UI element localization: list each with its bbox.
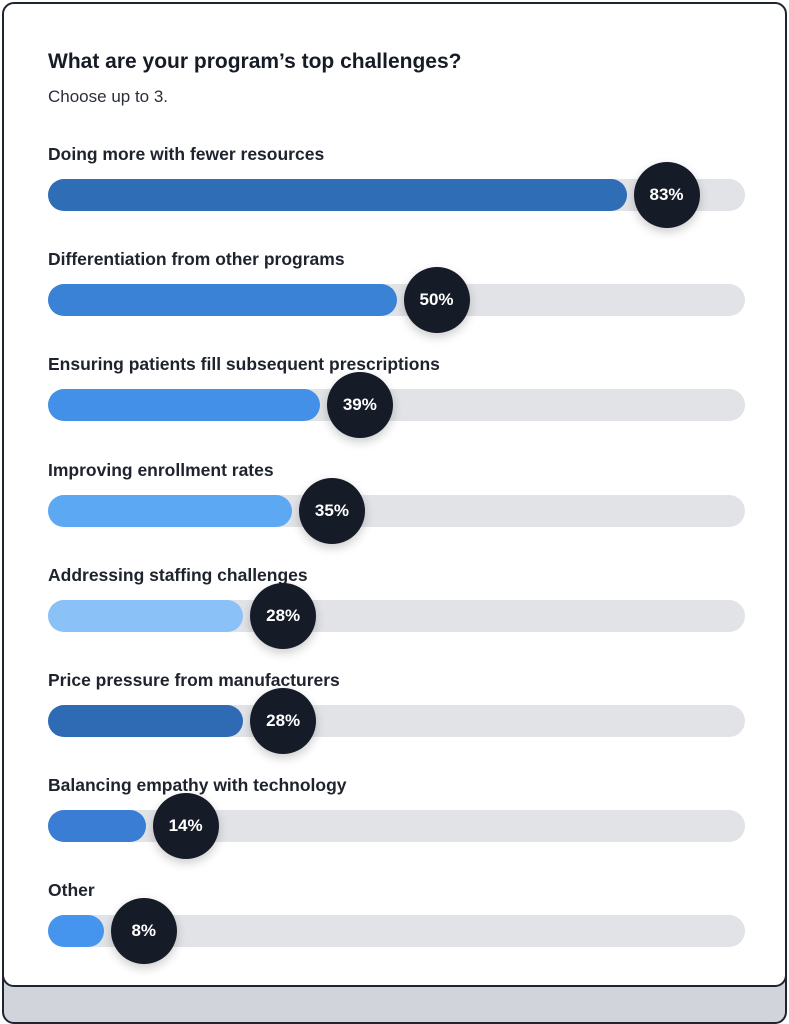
- bar: [48, 389, 320, 422]
- data-label: 39%: [326, 372, 393, 439]
- bar-label: Addressing staffing challenges: [48, 564, 308, 585]
- bar-row: Balancing empathy with technology 14%: [48, 775, 745, 865]
- data-label: 50%: [403, 267, 470, 334]
- bar-row: Ensuring patients fill subsequent prescr…: [48, 354, 745, 444]
- bar-track: 35%: [48, 477, 745, 544]
- chart-title: What are your program’s top challenges?: [48, 50, 462, 73]
- data-label: 35%: [298, 477, 365, 544]
- bar: [48, 705, 244, 737]
- bar-row: Doing more with fewer resources 83%: [48, 144, 745, 234]
- bar-label: Differentiation from other programs: [48, 249, 345, 270]
- data-label: 14%: [152, 793, 219, 860]
- bar-row: Addressing staffing challenges 28%: [48, 565, 745, 655]
- bar-track: 28%: [48, 582, 745, 649]
- bar-row: Differentiation from other programs 50%: [48, 249, 745, 339]
- bar-label: Ensuring patients fill subsequent prescr…: [48, 354, 440, 375]
- bar-track: 14%: [48, 793, 745, 860]
- bar-track: 28%: [48, 688, 745, 754]
- bar: [48, 284, 397, 317]
- survey-card: What are your program’s top challenges? …: [2, 2, 787, 987]
- bar: [48, 494, 292, 527]
- bar-row: Other 8%: [48, 880, 745, 970]
- data-label: 83%: [633, 162, 700, 228]
- bar-track: 83%: [48, 162, 745, 228]
- bar-track: 39%: [48, 372, 745, 439]
- data-label: 28%: [250, 688, 317, 754]
- data-label: 8%: [110, 898, 177, 965]
- bar-label: Improving enrollment rates: [48, 459, 274, 480]
- bar: [48, 599, 244, 632]
- bar-row: Improving enrollment rates 35%: [48, 460, 745, 550]
- bar: [48, 810, 146, 843]
- bar-row: Price pressure from manufacturers 28%: [48, 670, 745, 760]
- bar-track: 8%: [48, 898, 745, 965]
- bar: [48, 179, 627, 211]
- bar-label: Other: [48, 880, 95, 901]
- bar-track: 50%: [48, 267, 745, 334]
- bar-label: Balancing empathy with technology: [48, 775, 347, 796]
- bar-label: Price pressure from manufacturers: [48, 670, 340, 690]
- bar-label: Doing more with fewer resources: [48, 144, 325, 164]
- chart-subtitle: Choose up to 3.: [48, 87, 169, 106]
- data-label: 28%: [250, 582, 317, 649]
- bar: [48, 915, 104, 948]
